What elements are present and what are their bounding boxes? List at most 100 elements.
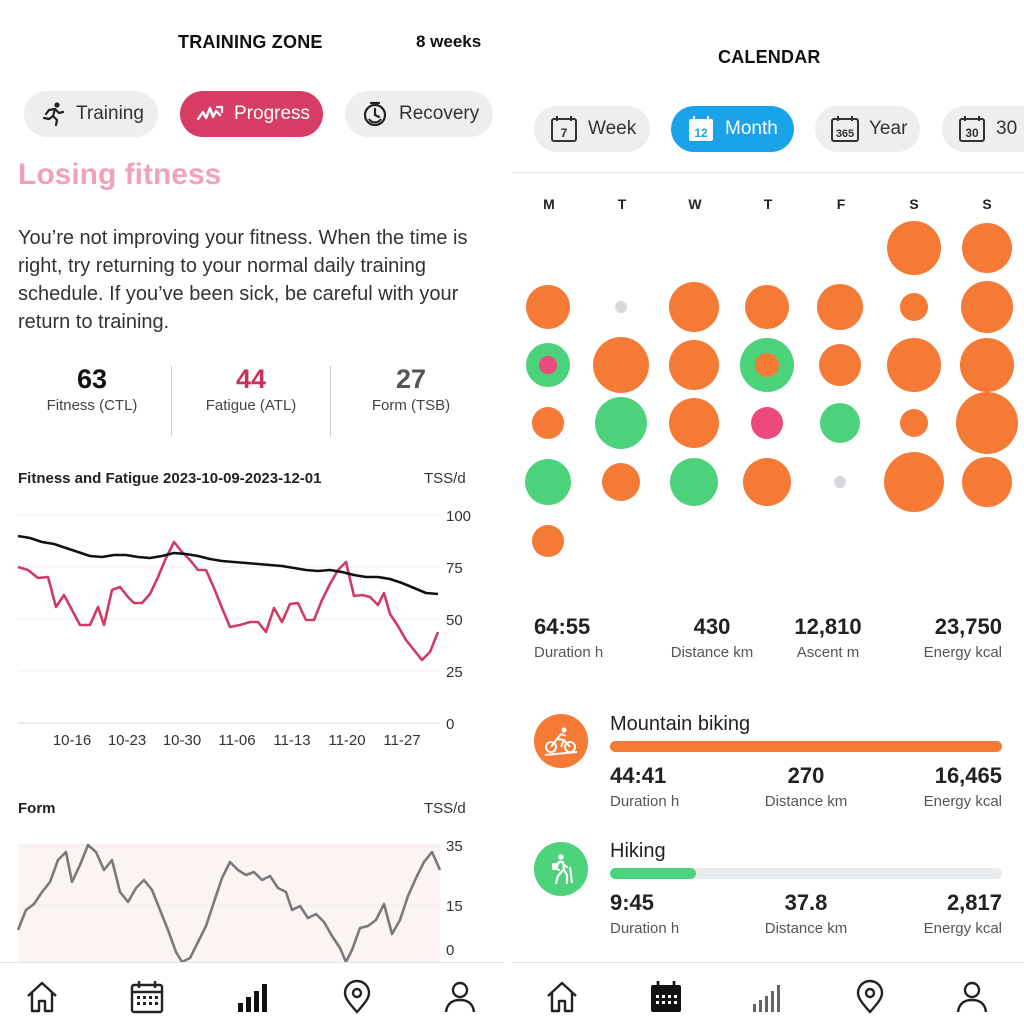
fitness-label: Fitness (CTL) bbox=[46, 397, 138, 414]
day-activity-dot bbox=[751, 407, 783, 439]
map-pin-icon bbox=[343, 979, 371, 1014]
activity-share-bar bbox=[610, 741, 1002, 752]
calendar-icon bbox=[651, 981, 681, 1012]
day-activity-dot bbox=[817, 284, 863, 330]
x-tick-label: 10-23 bbox=[108, 732, 146, 749]
activity-energy: 2,817 Energy kcal bbox=[908, 890, 1002, 937]
screen-divider bbox=[504, 0, 512, 1024]
activity-stat-label: Duration h bbox=[610, 920, 680, 937]
fatigue-label: Fatigue (ATL) bbox=[205, 397, 297, 414]
30-badge: 30 bbox=[965, 126, 979, 140]
tab-week-label: Week bbox=[588, 118, 637, 139]
activity-share-bar bbox=[610, 868, 1002, 879]
tab-training[interactable]: Training bbox=[24, 91, 158, 137]
activity-icon-badge bbox=[534, 714, 588, 768]
nav-calendar[interactable] bbox=[646, 977, 686, 1017]
activity-stat-label: Energy kcal bbox=[923, 920, 1002, 937]
form-line bbox=[16, 843, 442, 962]
day-activity-dot bbox=[743, 458, 791, 506]
calendar-year-icon: 365 bbox=[831, 116, 859, 142]
tab-progress-label: Progress bbox=[234, 103, 311, 124]
day-activity-dot bbox=[960, 338, 1014, 392]
profile-icon bbox=[956, 981, 988, 1013]
nav-home[interactable] bbox=[22, 977, 62, 1017]
calendar-30-icon: 30 bbox=[959, 116, 985, 142]
fatigue-line bbox=[17, 540, 440, 662]
weekday-label: W bbox=[688, 196, 702, 212]
x-tick-label: 10-16 bbox=[53, 732, 91, 749]
nav-stats[interactable] bbox=[232, 977, 272, 1017]
profile-icon bbox=[444, 981, 476, 1013]
calendar-month-grid[interactable] bbox=[512, 215, 1024, 565]
tab-30-label: 30 bbox=[996, 118, 1018, 139]
activity-duration: 9:45 Duration h bbox=[610, 890, 679, 937]
nav-profile[interactable] bbox=[952, 977, 992, 1017]
stats-icon bbox=[238, 984, 267, 1012]
nav-stats[interactable] bbox=[748, 977, 788, 1017]
summary-label: Energy kcal bbox=[923, 644, 1002, 661]
home-icon bbox=[547, 981, 577, 1013]
activity-stat-label: Duration h bbox=[610, 793, 680, 810]
activity-share-fill bbox=[610, 741, 1002, 752]
activity-stat-label: Energy kcal bbox=[923, 793, 1002, 810]
y-tick-label: 15 bbox=[446, 898, 463, 915]
section-divider bbox=[512, 172, 1024, 173]
form-chart: 35 15 0 bbox=[16, 838, 463, 962]
year-badge: 365 bbox=[836, 128, 854, 140]
progress-icon bbox=[196, 105, 224, 121]
summary-distance: 430 Distance km bbox=[664, 614, 760, 661]
metric-divider bbox=[330, 366, 331, 436]
period-selector[interactable]: 8 weeks bbox=[416, 32, 482, 51]
day-activity-dot bbox=[956, 392, 1018, 454]
summary-label: Ascent m bbox=[796, 644, 860, 661]
day-activity-dot bbox=[669, 340, 719, 390]
bottom-navigation bbox=[0, 962, 504, 1024]
recovery-icon bbox=[363, 101, 387, 127]
nav-home[interactable] bbox=[542, 977, 582, 1017]
nav-calendar[interactable] bbox=[127, 977, 167, 1017]
tab-recovery[interactable]: Recovery bbox=[345, 91, 493, 137]
tab-week[interactable]: 7 Week bbox=[534, 106, 650, 152]
x-tick-label: 11-06 bbox=[218, 732, 255, 749]
tab-progress[interactable]: Progress bbox=[180, 91, 323, 137]
day-activity-dot bbox=[595, 397, 647, 449]
activity-distance: 37.8 Distance km bbox=[756, 890, 856, 937]
tab-month-label: Month bbox=[725, 118, 778, 139]
weekday-label: M bbox=[543, 196, 555, 212]
tab-30-days[interactable]: 30 30 bbox=[942, 106, 1024, 152]
day-activity-dot bbox=[745, 285, 789, 329]
tab-year[interactable]: 365 Year bbox=[815, 106, 920, 152]
y-tick-label: 75 bbox=[446, 560, 463, 577]
activity-name: Mountain biking bbox=[610, 713, 751, 735]
nav-map[interactable] bbox=[850, 977, 890, 1017]
summary-label: Duration h bbox=[534, 644, 604, 661]
fitness-fatigue-chart: 100 75 50 25 0 10-16 10-23 10-30 11-06 1… bbox=[17, 508, 471, 749]
day-activity-dot bbox=[525, 459, 571, 505]
activity-share-fill bbox=[610, 868, 697, 879]
nav-profile[interactable] bbox=[440, 977, 480, 1017]
weekday-label: F bbox=[836, 196, 846, 212]
fitness-chart-title: Fitness and Fatigue 2023-10-09-2023-12-0… bbox=[18, 470, 322, 487]
day-activity-dot bbox=[593, 337, 649, 393]
bottom-navigation bbox=[512, 962, 1024, 1024]
x-tick-label: 11-27 bbox=[383, 732, 420, 749]
calendar-screen: CALENDAR 7 Week 12 Month 365 Year 30 30 … bbox=[512, 0, 1024, 1024]
home-icon bbox=[27, 981, 57, 1013]
week-badge: 7 bbox=[561, 126, 568, 140]
x-tick-label: 10-30 bbox=[163, 732, 201, 749]
day-activity-dot bbox=[670, 458, 718, 506]
metric-divider bbox=[171, 366, 172, 436]
fatigue-metric: 44 Fatigue (ATL) bbox=[172, 364, 330, 414]
activity-stat-value: 44:41 bbox=[610, 763, 667, 788]
summary-value: 23,750 bbox=[934, 614, 1002, 639]
day-activity-dot bbox=[532, 525, 564, 557]
tab-month[interactable]: 12 Month bbox=[671, 106, 794, 152]
day-activity-dot bbox=[615, 301, 627, 313]
y-tick-label: 100 bbox=[446, 508, 471, 525]
day-activity-dot bbox=[820, 403, 860, 443]
day-activity-dot bbox=[900, 293, 928, 321]
summary-value: 430 bbox=[693, 614, 731, 639]
nav-map[interactable] bbox=[337, 977, 377, 1017]
weekday-label: T bbox=[617, 196, 627, 212]
running-icon bbox=[42, 102, 65, 127]
